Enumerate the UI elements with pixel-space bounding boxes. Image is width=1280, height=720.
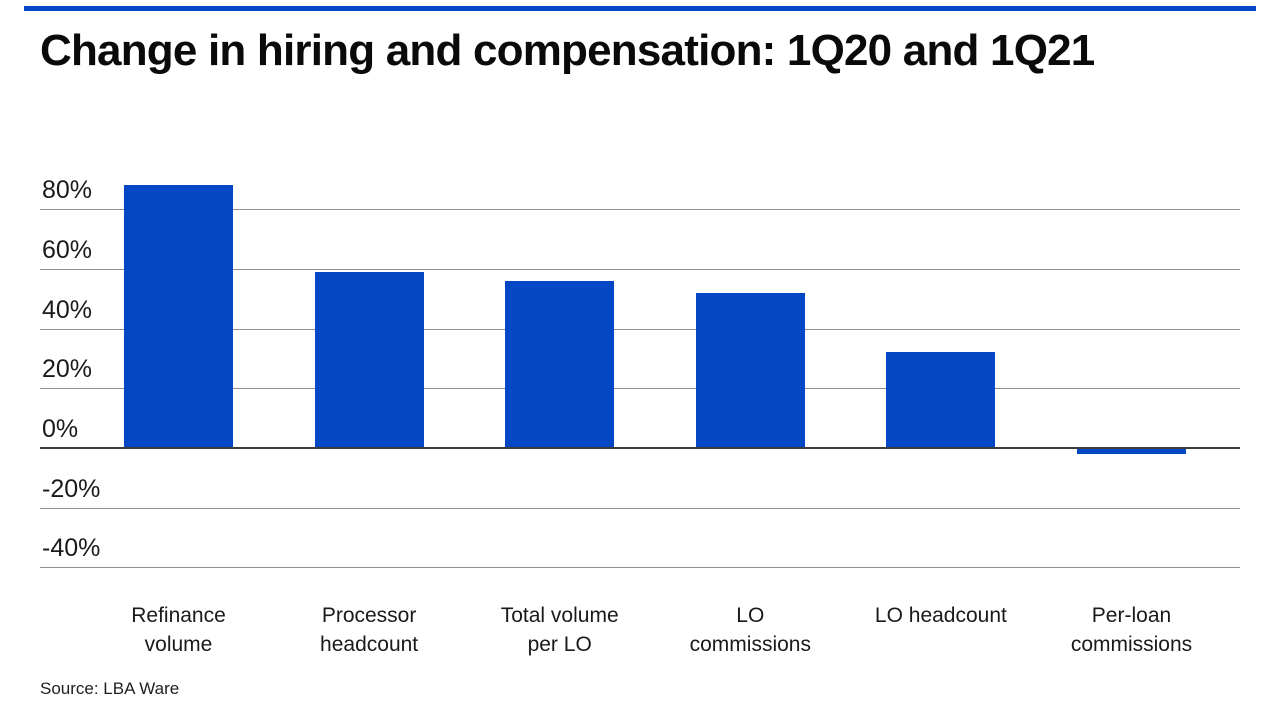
source-note: Source: LBA Ware <box>40 679 180 698</box>
zero-axis-line <box>40 447 1240 449</box>
y-tick-label: 80% <box>42 176 93 205</box>
top-accent-bar <box>24 6 1256 11</box>
x-category-label: Processor headcount <box>320 604 419 656</box>
bar <box>505 280 615 448</box>
bar <box>314 271 424 448</box>
y-tick-label: -20% <box>42 474 101 503</box>
chart-title: Change in hiring and compensation: 1Q20 … <box>40 26 1095 75</box>
gridline <box>40 209 1240 211</box>
bar <box>1077 448 1186 454</box>
y-tick-label: 0% <box>42 415 79 443</box>
y-tick-label: -40% <box>42 534 101 563</box>
gridline <box>40 507 1240 509</box>
bar <box>695 292 805 448</box>
y-tick-label: 60% <box>42 235 93 264</box>
gridline <box>40 268 1240 270</box>
x-category-label: Total volume per LO <box>500 604 619 656</box>
gridline <box>40 328 1240 330</box>
gridline <box>40 567 1240 569</box>
bar <box>886 352 996 448</box>
y-tick-label: 40% <box>42 295 93 324</box>
x-category-label: LO headcount <box>874 604 1007 627</box>
y-tick-label: 20% <box>42 355 93 384</box>
x-category-label: Per-loan commissions <box>1070 604 1193 656</box>
x-category-label: LO commissions <box>689 604 811 656</box>
plot-area: 80% 60% 40% 20% 0% -20% -40% <box>40 160 1240 610</box>
x-category-label: Refinance volume <box>131 604 226 656</box>
x-axis-labels: Refinance volume Processor headcount Total… <box>40 601 1240 663</box>
gridline <box>40 388 1240 390</box>
bar <box>124 185 233 448</box>
